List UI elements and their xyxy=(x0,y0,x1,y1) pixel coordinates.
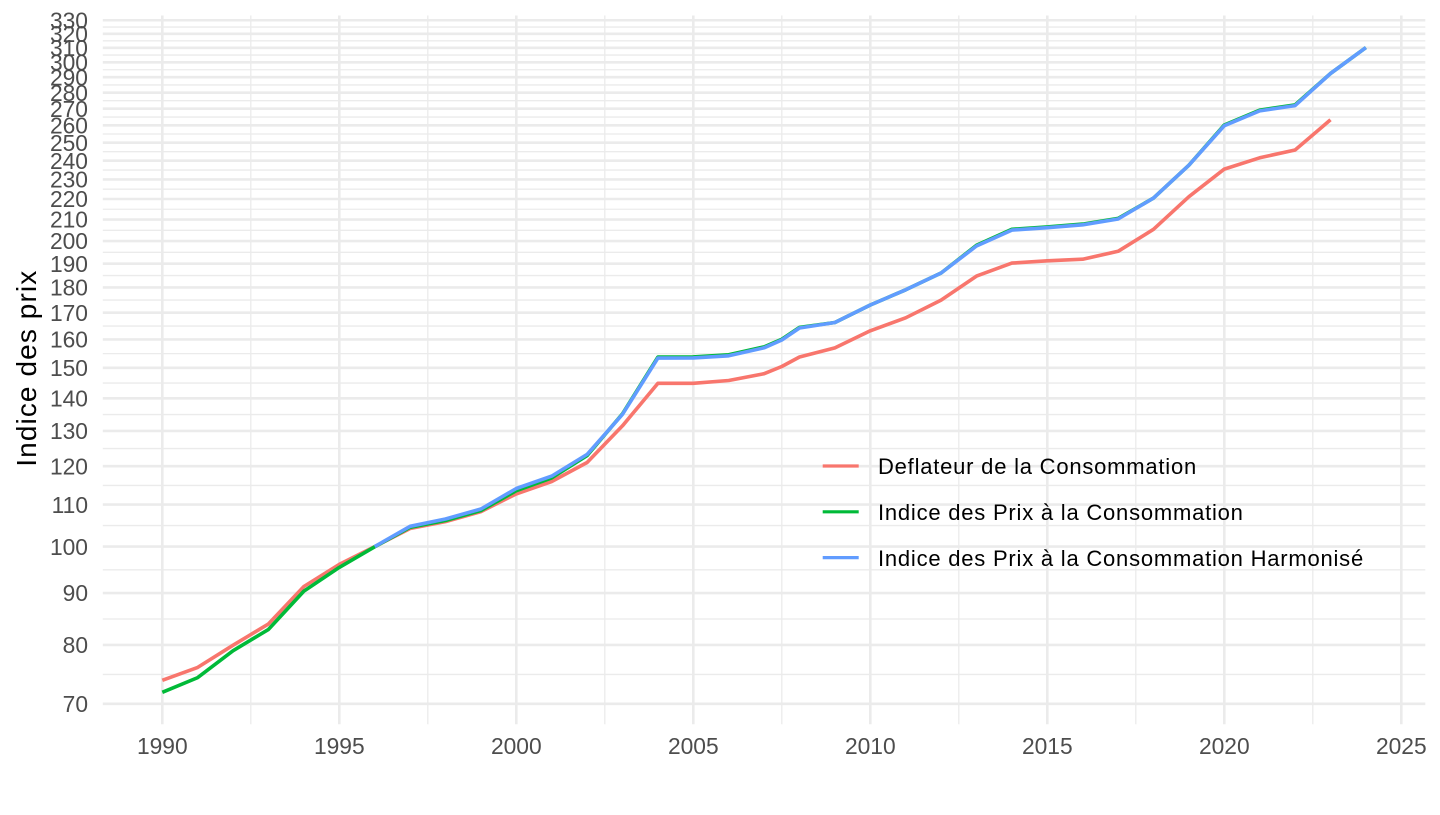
svg-text:2005: 2005 xyxy=(668,733,719,759)
svg-text:210: 210 xyxy=(50,207,88,233)
svg-text:1995: 1995 xyxy=(314,733,365,759)
svg-text:2000: 2000 xyxy=(491,733,542,759)
svg-text:160: 160 xyxy=(50,327,88,353)
svg-text:Indice des Prix à la Consommat: Indice des Prix à la Consommation Harmon… xyxy=(878,546,1364,571)
svg-text:250: 250 xyxy=(50,130,88,156)
svg-text:140: 140 xyxy=(50,386,88,412)
svg-text:Indice des prix: Indice des prix xyxy=(11,270,42,467)
svg-text:320: 320 xyxy=(50,21,88,47)
svg-text:310: 310 xyxy=(50,35,88,61)
svg-text:230: 230 xyxy=(50,167,88,193)
svg-text:1990: 1990 xyxy=(137,733,188,759)
svg-text:2010: 2010 xyxy=(845,733,896,759)
svg-text:2025: 2025 xyxy=(1376,733,1427,759)
svg-text:150: 150 xyxy=(50,355,88,381)
svg-text:180: 180 xyxy=(50,275,88,301)
svg-text:2020: 2020 xyxy=(1199,733,1250,759)
svg-text:190: 190 xyxy=(50,251,88,277)
svg-text:2015: 2015 xyxy=(1022,733,1073,759)
svg-text:Deflateur de la Consommation: Deflateur de la Consommation xyxy=(878,454,1197,479)
svg-text:70: 70 xyxy=(63,691,88,717)
svg-text:200: 200 xyxy=(50,228,88,254)
svg-text:110: 110 xyxy=(52,492,88,518)
svg-text:80: 80 xyxy=(63,632,88,658)
svg-text:100: 100 xyxy=(50,534,88,560)
svg-text:260: 260 xyxy=(50,113,88,139)
svg-text:130: 130 xyxy=(50,418,88,444)
svg-text:170: 170 xyxy=(50,300,88,326)
svg-text:290: 290 xyxy=(50,64,88,90)
svg-text:300: 300 xyxy=(50,50,88,76)
svg-text:240: 240 xyxy=(50,148,88,174)
svg-text:280: 280 xyxy=(50,80,88,106)
svg-text:270: 270 xyxy=(50,96,88,122)
svg-text:90: 90 xyxy=(63,580,88,606)
svg-text:120: 120 xyxy=(50,453,88,479)
svg-text:330: 330 xyxy=(50,8,88,34)
svg-text:220: 220 xyxy=(50,186,88,212)
svg-text:Indice des Prix à la Consommat: Indice des Prix à la Consommation xyxy=(878,500,1244,525)
